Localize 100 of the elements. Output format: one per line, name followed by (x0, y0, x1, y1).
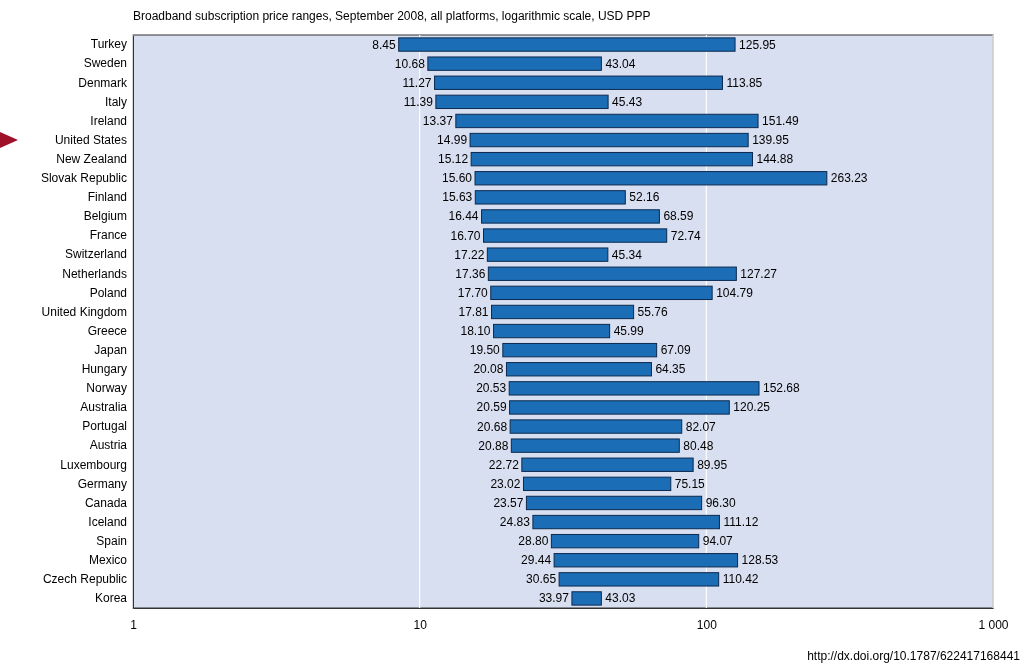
text: 17.70 (457, 285, 488, 300)
bar (398, 37, 736, 52)
y-tick-label: Turkey (90, 37, 127, 52)
x-tick-label: 1 (130, 617, 138, 632)
y-tick-label: United States (54, 132, 127, 147)
text: 22.72 (488, 457, 519, 472)
text: 10.68 (394, 56, 425, 71)
text: 67.09 (660, 343, 691, 358)
text: 17.22 (454, 247, 485, 262)
y-tick-label: New Zealand (56, 151, 127, 166)
text: 20.88 (478, 438, 509, 453)
y-tick-label: Switzerland (64, 247, 127, 262)
text: 128.53 (741, 553, 779, 568)
y-tick-label: Korea (94, 591, 128, 606)
text: 82.07 (685, 419, 716, 434)
chart-title: Broadband subscription price ranges, September 2008, all platforms, logarithmic scale, USD PPP (133, 9, 651, 23)
text: 33.97 (538, 591, 569, 606)
text: 113.85 (726, 75, 763, 90)
bar (483, 228, 668, 243)
bar (474, 171, 828, 186)
y-tick-label: Norway (86, 381, 127, 396)
x-tick-label: 1 000 (978, 617, 1009, 632)
text: 68.59 (663, 209, 694, 224)
text: 13.37 (422, 113, 453, 128)
bar (474, 190, 626, 205)
y-tick-label: Netherlands (62, 266, 127, 281)
y-tick-label: Spain (96, 533, 127, 548)
bar (510, 438, 680, 453)
text: 20.53 (476, 381, 507, 396)
text: 23.57 (493, 495, 524, 510)
y-tick-label: France (89, 228, 128, 243)
text: 151.49 (762, 113, 799, 128)
bar (525, 495, 703, 511)
text: 11.27 (402, 75, 432, 90)
text: 80.48 (683, 438, 714, 453)
text: 263.23 (830, 171, 868, 186)
text: 125.95 (739, 37, 776, 52)
text: 18.10 (460, 324, 491, 339)
bar (455, 113, 759, 129)
text: 23.02 (490, 476, 521, 491)
y-tick-label: Italy (104, 94, 127, 109)
bar (505, 362, 652, 377)
bar (486, 247, 609, 262)
text: 8.45 (372, 37, 396, 52)
text: 16.44 (448, 209, 479, 224)
x-tick-label: 100 (696, 617, 718, 632)
y-tick-label: Sweden (83, 56, 127, 71)
text: 110.42 (722, 572, 759, 587)
y-tick-label: Ireland (90, 113, 127, 128)
text: 64.35 (655, 362, 686, 377)
text: 45.34 (611, 247, 642, 262)
y-tick-label: Japan (94, 342, 127, 357)
text: 94.07 (702, 534, 733, 549)
text: 120.25 (733, 400, 770, 415)
text: 111.12 (723, 515, 759, 530)
text: 19.50 (469, 343, 500, 358)
y-tick-label: Belgium (83, 209, 127, 224)
text: 15.60 (442, 171, 473, 186)
y-tick-label: Czech Republic (42, 572, 127, 587)
text: 17.81 (458, 304, 489, 319)
bar (435, 94, 609, 110)
bar (487, 266, 737, 281)
y-tick-label: Mexico (88, 553, 128, 568)
text: 104.79 (716, 285, 753, 300)
text: 11.39 (403, 94, 433, 109)
bar (493, 323, 611, 339)
bar (470, 151, 753, 167)
y-tick-label: Hungary (81, 362, 127, 377)
bar (550, 533, 700, 549)
y-tick-label: Luxembourg (60, 457, 127, 472)
y-tick-label: Iceland (88, 514, 127, 529)
bar (490, 285, 713, 301)
text: 152.68 (763, 381, 800, 396)
text: 72.74 (670, 228, 701, 243)
text: 55.76 (637, 304, 668, 319)
y-tick-label: Germany (77, 476, 127, 491)
text: 30.65 (526, 572, 557, 587)
y-tick-label: Poland (89, 285, 127, 300)
text: 20.59 (476, 400, 507, 415)
y-tick-label: Greece (87, 323, 128, 338)
text: 14.99 (437, 133, 468, 148)
text: 24.83 (499, 515, 530, 530)
y-tick-label: Slovak Republic (40, 171, 127, 186)
bar (469, 132, 749, 148)
bar (558, 572, 720, 587)
bar (434, 75, 723, 90)
bar (427, 56, 602, 71)
text: 15.12 (438, 152, 469, 167)
text: 43.03 (605, 591, 636, 606)
bar (502, 342, 658, 358)
text: http://dx.doi.org/10.1787/622417168441 (807, 649, 1021, 663)
y-tick-label: Australia (80, 400, 128, 415)
text: 144.88 (756, 152, 794, 167)
y-tick-label: Finland (87, 190, 127, 205)
bar (521, 457, 694, 472)
y-tick-label: Denmark (78, 75, 128, 90)
bar (532, 514, 720, 530)
text: 45.43 (612, 94, 643, 109)
text: 45.99 (613, 324, 644, 339)
text: 75.15 (674, 476, 705, 491)
